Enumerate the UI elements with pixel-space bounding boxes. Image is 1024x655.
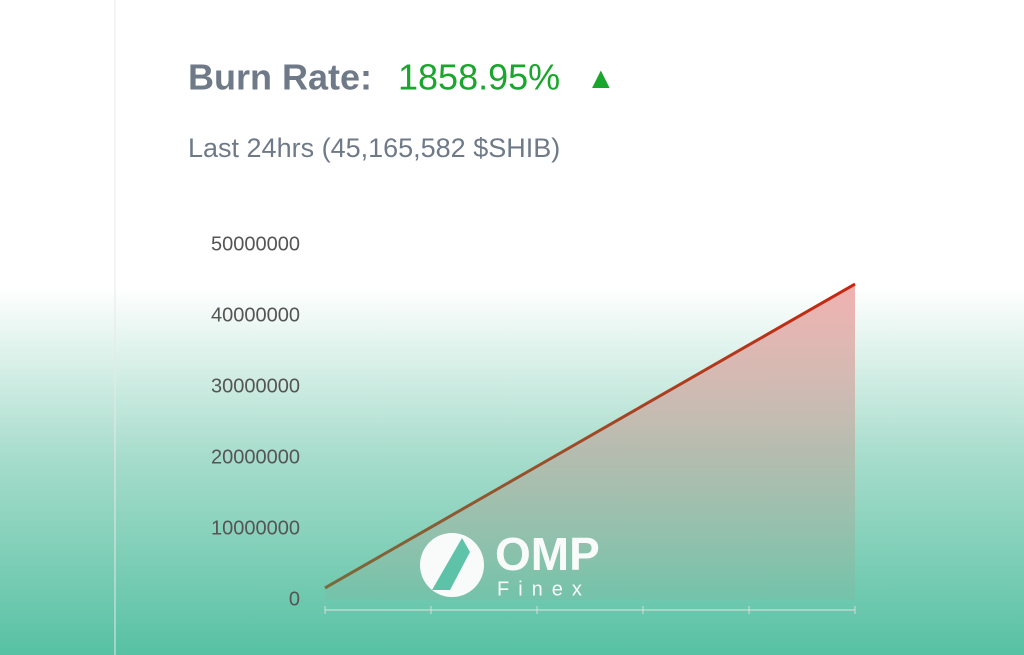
trend-marker: ▲ — [586, 62, 616, 95]
y-tick-label: 50000000 — [211, 233, 300, 255]
y-tick-label: 20000000 — [211, 446, 300, 468]
brand-sub: Finex — [497, 578, 591, 600]
title-value: 1858.95% — [398, 57, 560, 98]
y-tick-label: 10000000 — [211, 517, 300, 539]
line — [324, 282, 856, 590]
title: Burn Rate: — [188, 57, 372, 98]
plot: 0 10000000 20000000 30000000 40000000 5000000… — [211, 233, 856, 614]
brand: OMP — [495, 528, 600, 580]
y-tick-label: 40000000 — [211, 304, 300, 326]
watermark: OMP Finex — [420, 528, 600, 600]
y-tick-label: 0 — [289, 588, 300, 610]
y-tick-label: 30000000 — [211, 375, 300, 397]
logo-cut — [432, 538, 470, 590]
subtitle: Last 24hrs (45,165,582 $SHIB) — [188, 133, 560, 163]
area — [325, 284, 855, 600]
